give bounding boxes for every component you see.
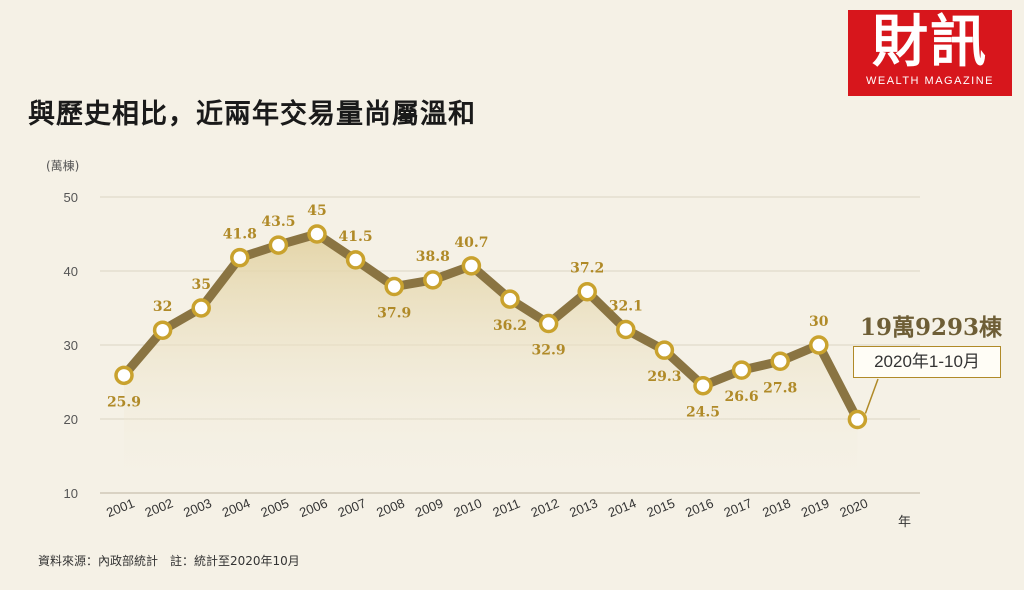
data-point: [731, 360, 752, 380]
area-fill: [124, 234, 858, 493]
logo-subtitle: WEALTH MAGAZINE: [865, 75, 995, 87]
data-point: [307, 224, 327, 244]
data-label: 35: [191, 277, 210, 293]
data-point: [461, 256, 482, 276]
x-tick-label: 2007: [336, 495, 368, 520]
data-point: [577, 281, 597, 302]
brand-logo: 財訊 WEALTH MAGAZINE: [848, 10, 1012, 96]
data-label: 27.8: [763, 380, 797, 396]
x-tick-label: 2003: [181, 495, 213, 520]
x-tick-label: 2010: [451, 495, 483, 520]
data-label: 40.7: [454, 235, 488, 251]
data-point: [654, 340, 675, 360]
callout-value: 19萬9293棟: [860, 314, 1003, 341]
data-label: 32.1: [609, 298, 643, 314]
y-tick-label: 30: [64, 338, 78, 353]
x-tick-label: 2020: [837, 495, 869, 520]
x-tick-label: 2001: [104, 495, 136, 520]
y-tick-label: 10: [64, 486, 78, 501]
data-label: 41.8: [223, 227, 257, 243]
x-tick-label: 2004: [220, 495, 252, 520]
data-point: [345, 250, 366, 270]
data-point: [268, 235, 289, 255]
x-tick-label: 2015: [644, 495, 676, 520]
data-point: [809, 335, 829, 355]
x-tick-label: 2012: [529, 495, 561, 520]
data-point: [114, 365, 134, 386]
x-tick-label: 2008: [374, 495, 406, 520]
callout-period: 2020年1-10月: [874, 352, 980, 371]
x-tick-label: 2002: [143, 495, 175, 520]
x-tick-label: 2018: [760, 495, 792, 520]
data-point: [847, 409, 868, 430]
data-point: [384, 276, 404, 297]
data-point: [693, 375, 713, 396]
chart-title: 與歷史相比，近兩年交易量尚屬溫和: [28, 99, 476, 130]
data-label: 43.5: [261, 214, 295, 230]
data-point: [152, 320, 173, 340]
data-label: 37.9: [377, 306, 411, 322]
data-label: 41.5: [339, 229, 373, 245]
x-tick-label: 2014: [606, 495, 638, 520]
data-label: 29.3: [647, 369, 681, 385]
y-axis-label: (萬棟): [46, 158, 79, 173]
data-label: 37.2: [570, 261, 604, 277]
data-label: 38.8: [416, 249, 450, 265]
callout-leader: [864, 378, 879, 414]
data-point: [538, 313, 559, 334]
data-label: 24.5: [686, 405, 720, 421]
x-tick-label: 2006: [297, 495, 329, 520]
data-point: [770, 351, 790, 372]
data-point: [616, 319, 636, 340]
data-point: [423, 270, 443, 290]
x-tick-label: 2011: [491, 496, 523, 520]
x-tick-label: 2017: [722, 495, 754, 520]
data-label: 25.9: [107, 394, 141, 410]
data-label: 26.6: [725, 389, 759, 405]
data-label: 30: [809, 314, 829, 330]
data-label: 36.2: [493, 318, 527, 334]
x-tick-label: 2013: [567, 495, 599, 520]
callout-period-box: 2020年1-10月: [853, 346, 1001, 378]
data-point: [230, 247, 250, 268]
data-label: 32: [153, 299, 172, 315]
x-tick-label: 2016: [683, 495, 715, 520]
x-tick-label: 2019: [799, 495, 831, 520]
x-axis-label: 年: [898, 515, 911, 530]
x-tick-label: 2009: [413, 495, 445, 520]
logo-name: 財訊: [872, 9, 988, 75]
x-tick-label: 2005: [258, 495, 290, 520]
source-note: 資料來源：內政部統計 註：統計至2020年10月: [38, 554, 300, 568]
data-label: 32.9: [532, 343, 566, 359]
y-tick-label: 40: [64, 264, 78, 279]
data-point: [191, 298, 211, 318]
y-tick-label: 20: [64, 412, 78, 427]
data-point: [500, 289, 520, 309]
data-label: 45: [307, 203, 326, 219]
y-tick-label: 50: [64, 190, 78, 205]
